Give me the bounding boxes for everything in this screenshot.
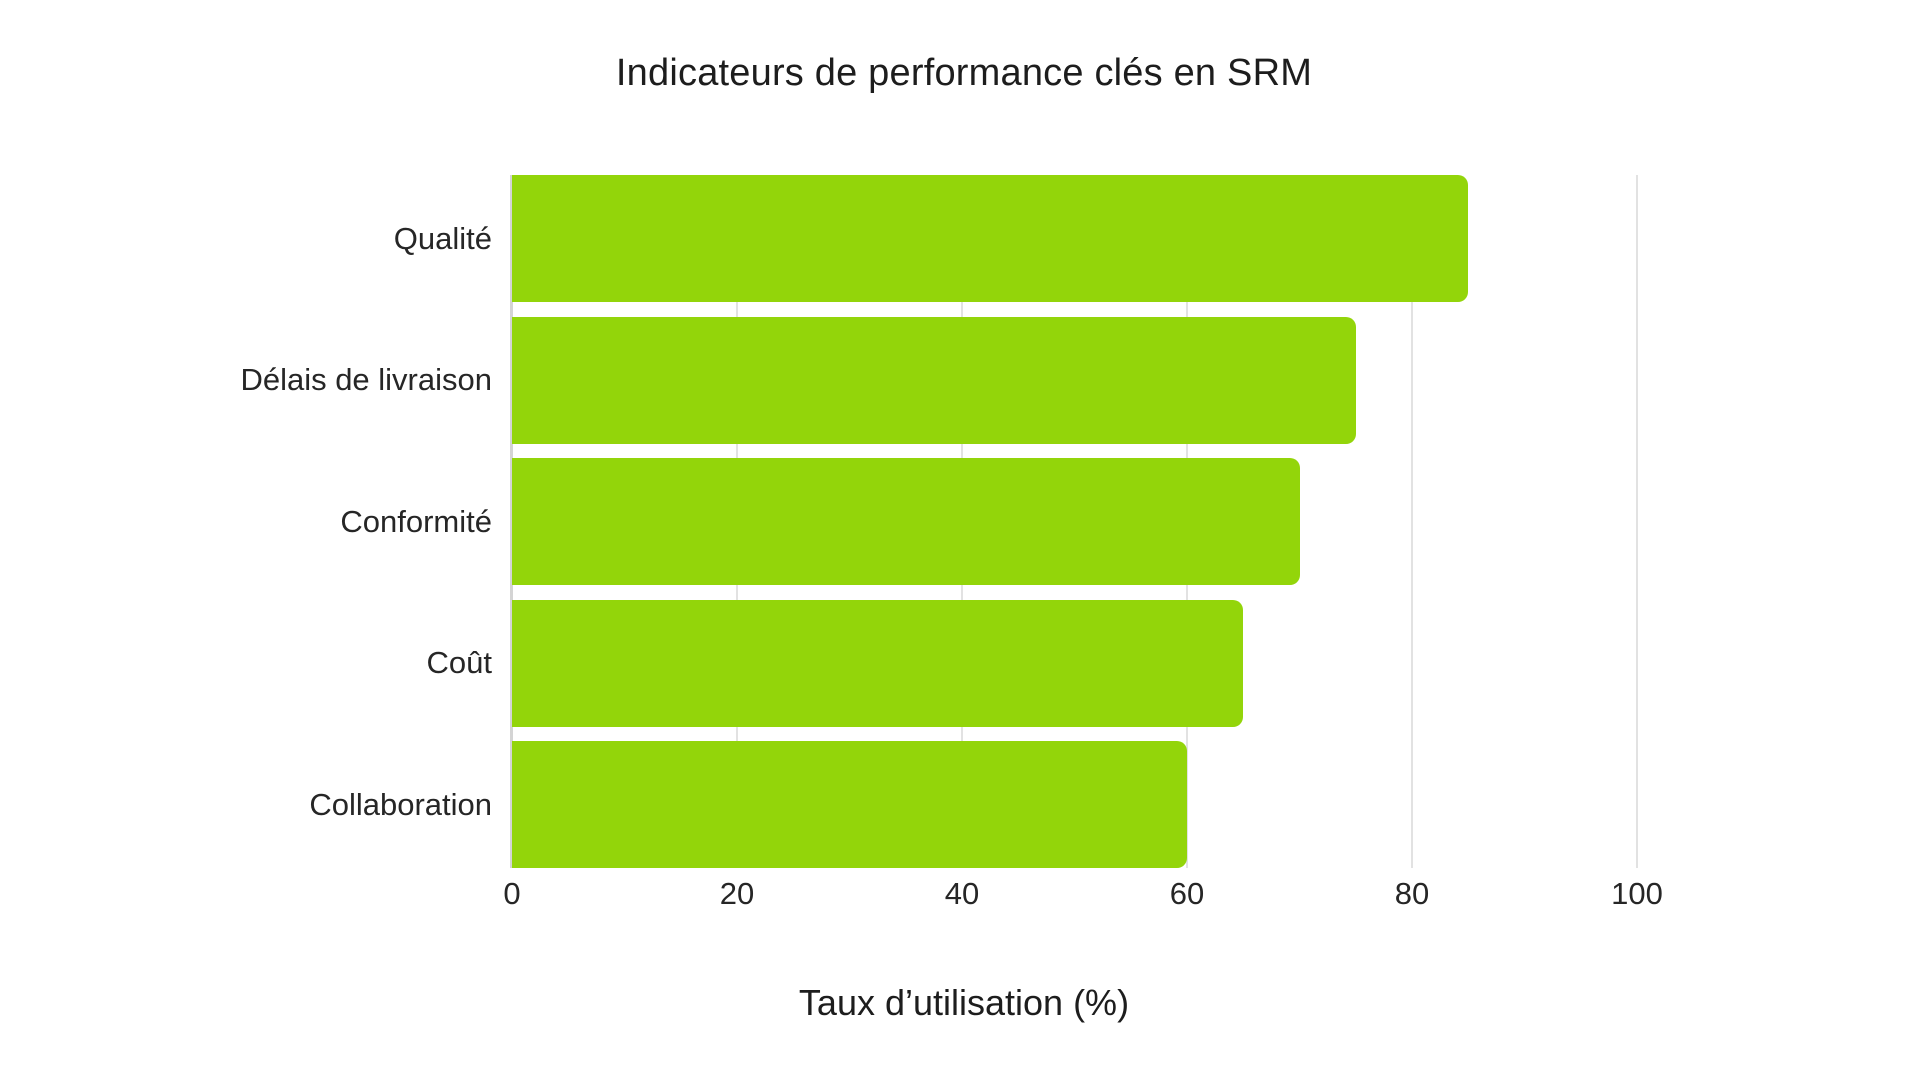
category-label: Délais de livraison <box>240 362 492 397</box>
y-axis-line <box>510 175 513 868</box>
category-label: Coût <box>426 645 492 680</box>
bar <box>512 458 1300 585</box>
bar <box>512 599 1244 727</box>
x-tick-label: 60 <box>1169 876 1205 911</box>
x-tick-label: 100 <box>1611 876 1663 911</box>
bar <box>512 316 1356 444</box>
plot-area <box>510 175 1697 868</box>
x-tick-label: 40 <box>944 876 980 911</box>
bar <box>512 175 1469 302</box>
bar <box>512 741 1187 868</box>
x-axis-title: Taux d’utilisation (%) <box>798 982 1130 1023</box>
x-tick-label: 0 <box>503 876 521 911</box>
category-label: Collaboration <box>309 786 492 822</box>
x-tick-label: 80 <box>1394 876 1430 911</box>
x-tick-label: 20 <box>719 876 755 911</box>
gridline <box>1636 175 1638 868</box>
category-label: Conformité <box>340 503 492 539</box>
gridline <box>1411 175 1413 868</box>
chart-title: Indicateurs de performance clés en SRM <box>615 52 1313 94</box>
category-label: Qualité <box>393 220 492 256</box>
